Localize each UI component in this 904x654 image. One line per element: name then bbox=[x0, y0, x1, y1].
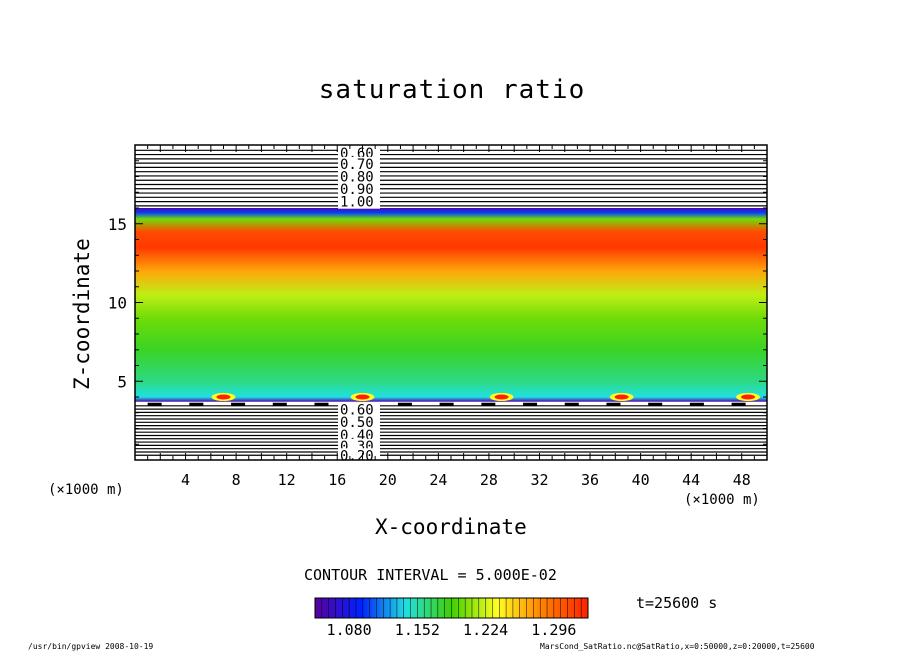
contour-blob bbox=[147, 402, 162, 406]
contour-blob bbox=[689, 402, 704, 406]
contour-blob bbox=[564, 402, 579, 406]
contour-label-bg bbox=[338, 415, 380, 430]
x-tick-label: 20 bbox=[379, 471, 397, 489]
x-tick-label: 40 bbox=[632, 471, 650, 489]
contour-blob bbox=[481, 402, 496, 406]
colorbar: 1.080 1.152 1.224 1.296 bbox=[314, 597, 589, 639]
contour-label: 0.50 bbox=[340, 415, 374, 431]
contour-label: 1.00 bbox=[340, 195, 374, 211]
contour-label-bg bbox=[338, 156, 380, 171]
x-unit-label: (×1000 m) bbox=[684, 492, 760, 508]
contour-label: 0.70 bbox=[340, 157, 374, 173]
y-tick-label: 5 bbox=[117, 372, 127, 391]
contour-label-bg bbox=[338, 194, 380, 209]
contour-label: 0.60 bbox=[340, 403, 374, 419]
x-tick-label: 28 bbox=[480, 471, 498, 489]
x-tick-label: 44 bbox=[682, 471, 700, 489]
contour-interval: CONTOUR INTERVAL = 5.000E-02 bbox=[304, 566, 557, 584]
time-label: t=25600 s bbox=[636, 594, 718, 612]
contour-blob bbox=[314, 402, 329, 406]
x-tick-label: 16 bbox=[328, 471, 346, 489]
contour-label-bg bbox=[338, 182, 380, 197]
contour-label-bg bbox=[338, 169, 380, 184]
colorbar-tick-label: 1.224 bbox=[463, 621, 508, 639]
contour-blob bbox=[648, 402, 663, 406]
y-tick-label: 10 bbox=[108, 294, 127, 313]
contour-blob bbox=[397, 402, 412, 406]
shaded-field bbox=[135, 208, 767, 402]
x-tick-label: 12 bbox=[278, 471, 296, 489]
colorbar-tick-label: 1.296 bbox=[531, 621, 576, 639]
contour-label-bg bbox=[338, 402, 380, 417]
x-axis-label: X-coordinate bbox=[375, 515, 527, 539]
x-tick-label: 32 bbox=[530, 471, 548, 489]
colorbar-tick-label: 1.080 bbox=[327, 621, 372, 639]
contour-blob bbox=[189, 402, 204, 406]
contour-label-bg bbox=[338, 448, 380, 463]
x-tick-label: 8 bbox=[232, 471, 241, 489]
contour-label-bg bbox=[338, 145, 380, 160]
y-tick-label: 15 bbox=[108, 215, 127, 234]
contour-label: 0.20 bbox=[340, 448, 374, 464]
contour-label-bg bbox=[338, 427, 380, 442]
contour-blob bbox=[731, 402, 746, 406]
contour-blob bbox=[439, 402, 454, 406]
x-tick-label: 48 bbox=[733, 471, 751, 489]
contour-label: 0.90 bbox=[340, 182, 374, 198]
contour-lines: 0.600.700.800.901.000.600.500.400.300.20 bbox=[135, 145, 767, 464]
footer-file-info: MarsCond_SatRatio.nc@SatRatio,x=0:50000,… bbox=[540, 642, 815, 651]
contour-label: 0.80 bbox=[340, 170, 374, 186]
x-tick-label: 24 bbox=[429, 471, 447, 489]
hot-spot-core bbox=[614, 394, 629, 400]
contour-blob bbox=[523, 402, 538, 406]
contour-blob bbox=[272, 402, 287, 406]
footer-program-date: /usr/bin/gpview 2008-10-19 bbox=[28, 642, 154, 651]
x-tick-label: 4 bbox=[181, 471, 190, 489]
chart-title: saturation ratio bbox=[318, 75, 586, 105]
contour-blob bbox=[606, 402, 621, 406]
y-unit-label: (×1000 m) bbox=[48, 482, 124, 498]
hot-spot-core bbox=[494, 394, 509, 400]
hot-spot-core bbox=[216, 394, 231, 400]
colorbar-tick-label: 1.152 bbox=[395, 621, 440, 639]
hot-spot-core bbox=[741, 394, 756, 400]
saturated-layer bbox=[135, 208, 767, 402]
contour-blob bbox=[231, 402, 246, 406]
x-tick-label: 36 bbox=[581, 471, 599, 489]
hot-spot-core bbox=[355, 394, 370, 400]
